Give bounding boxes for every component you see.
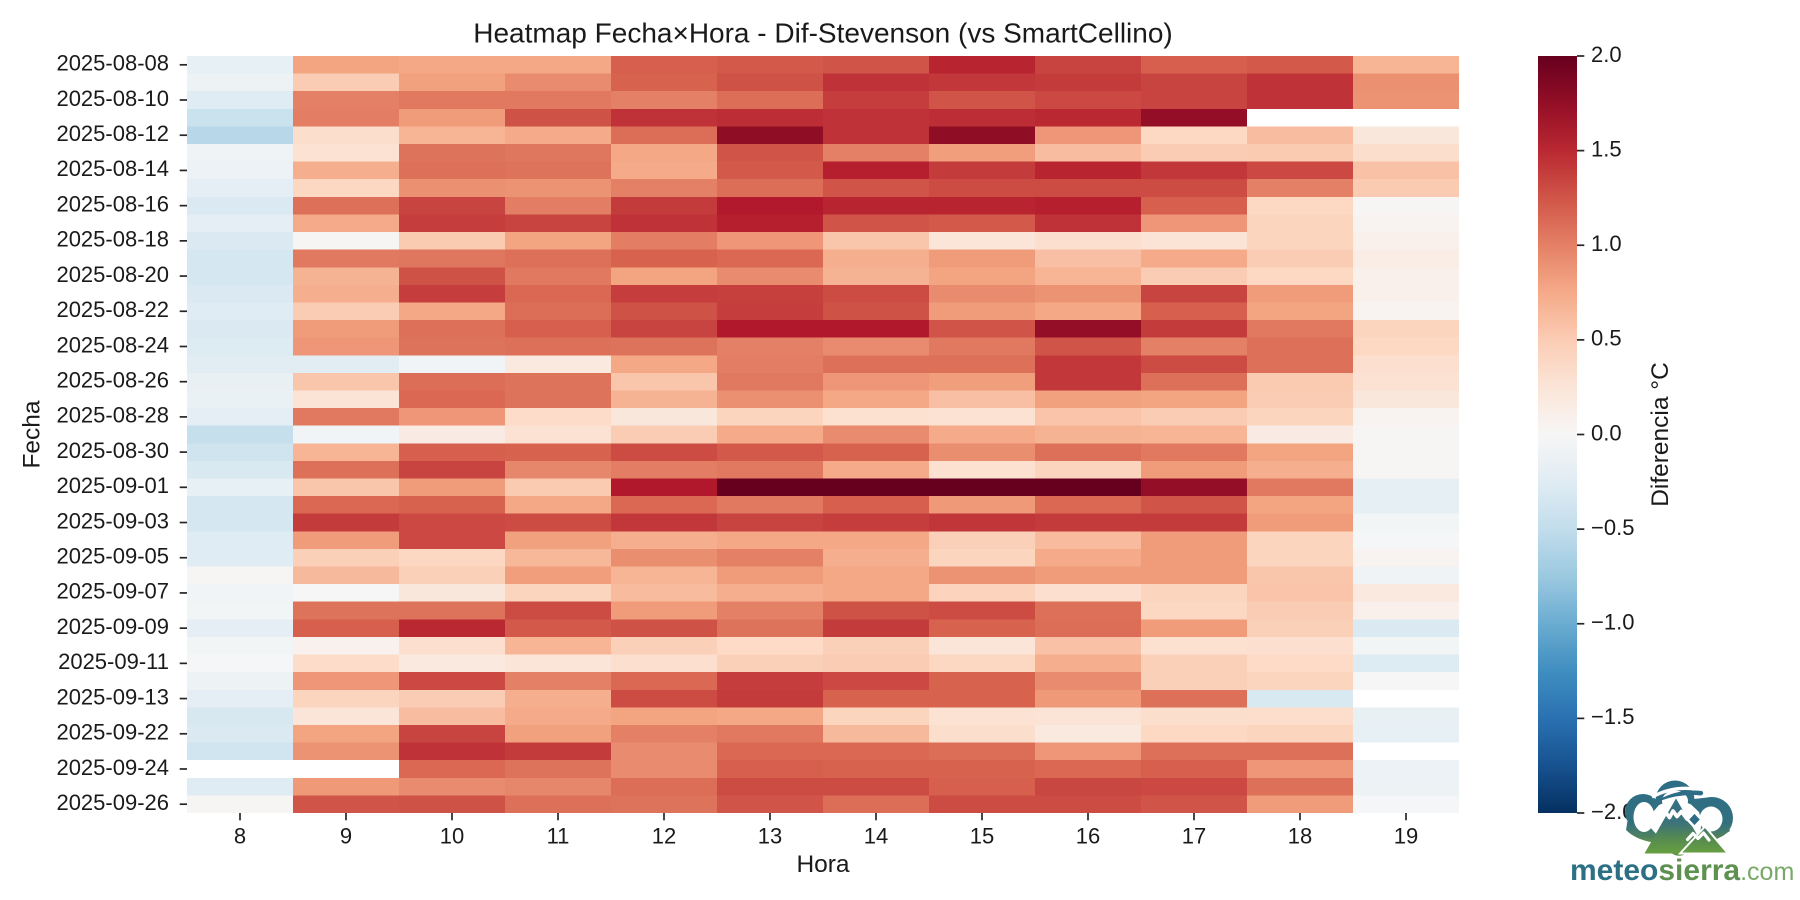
svg-text:10: 10 — [440, 824, 464, 849]
svg-text:0.5: 0.5 — [1591, 326, 1622, 351]
svg-text:12: 12 — [652, 824, 676, 849]
svg-text:2025-09-07: 2025-09-07 — [56, 579, 169, 604]
svg-text:2025-08-18: 2025-08-18 — [56, 227, 169, 252]
svg-text:18: 18 — [1288, 824, 1312, 849]
svg-text:2025-09-26: 2025-09-26 — [56, 790, 169, 815]
svg-text:19: 19 — [1394, 824, 1418, 849]
svg-text:2025-09-11: 2025-09-11 — [58, 649, 169, 674]
svg-text:−1.0: −1.0 — [1591, 610, 1634, 635]
svg-text:15: 15 — [970, 824, 994, 849]
svg-text:2025-09-01: 2025-09-01 — [56, 473, 169, 498]
svg-text:2025-09-05: 2025-09-05 — [56, 544, 169, 569]
svg-text:13: 13 — [758, 824, 782, 849]
svg-text:2025-09-03: 2025-09-03 — [56, 508, 169, 533]
svg-text:2025-08-30: 2025-08-30 — [56, 438, 169, 463]
svg-text:−1.5: −1.5 — [1591, 704, 1634, 729]
svg-text:8: 8 — [234, 824, 246, 849]
svg-text:0.0: 0.0 — [1591, 420, 1622, 445]
svg-text:2025-08-28: 2025-08-28 — [56, 403, 169, 428]
svg-text:2025-09-09: 2025-09-09 — [56, 614, 169, 639]
svg-text:2025-09-24: 2025-09-24 — [56, 755, 169, 780]
svg-text:2025-08-14: 2025-08-14 — [56, 156, 169, 181]
svg-text:9: 9 — [340, 824, 352, 849]
svg-text:17: 17 — [1182, 824, 1206, 849]
svg-text:2.0: 2.0 — [1591, 42, 1622, 67]
svg-text:14: 14 — [864, 824, 888, 849]
svg-text:2025-09-13: 2025-09-13 — [56, 684, 169, 709]
svg-text:16: 16 — [1076, 824, 1100, 849]
svg-text:Fecha: Fecha — [18, 400, 45, 468]
svg-text:2025-08-10: 2025-08-10 — [56, 86, 169, 111]
svg-text:−0.5: −0.5 — [1591, 515, 1634, 540]
svg-text:2025-08-24: 2025-08-24 — [56, 332, 169, 357]
svg-text:Hora: Hora — [796, 851, 849, 878]
svg-text:Heatmap Fecha×Hora - Dif-Steve: Heatmap Fecha×Hora - Dif-Stevenson (vs S… — [473, 18, 1172, 49]
svg-text:2025-08-16: 2025-08-16 — [56, 191, 169, 216]
svg-text:2025-09-22: 2025-09-22 — [56, 720, 169, 745]
svg-text:1.5: 1.5 — [1591, 136, 1622, 161]
svg-text:11: 11 — [547, 824, 570, 849]
svg-text:2025-08-20: 2025-08-20 — [56, 262, 169, 287]
svg-text:Diferencia °C: Diferencia °C — [1647, 362, 1674, 507]
svg-text:meteosierra.com: meteosierra.com — [1570, 854, 1794, 887]
svg-text:2025-08-22: 2025-08-22 — [56, 297, 169, 322]
svg-text:2025-08-08: 2025-08-08 — [56, 51, 169, 76]
svg-text:2025-08-26: 2025-08-26 — [56, 367, 169, 392]
svg-text:1.0: 1.0 — [1591, 231, 1622, 256]
svg-text:2025-08-12: 2025-08-12 — [56, 121, 169, 146]
